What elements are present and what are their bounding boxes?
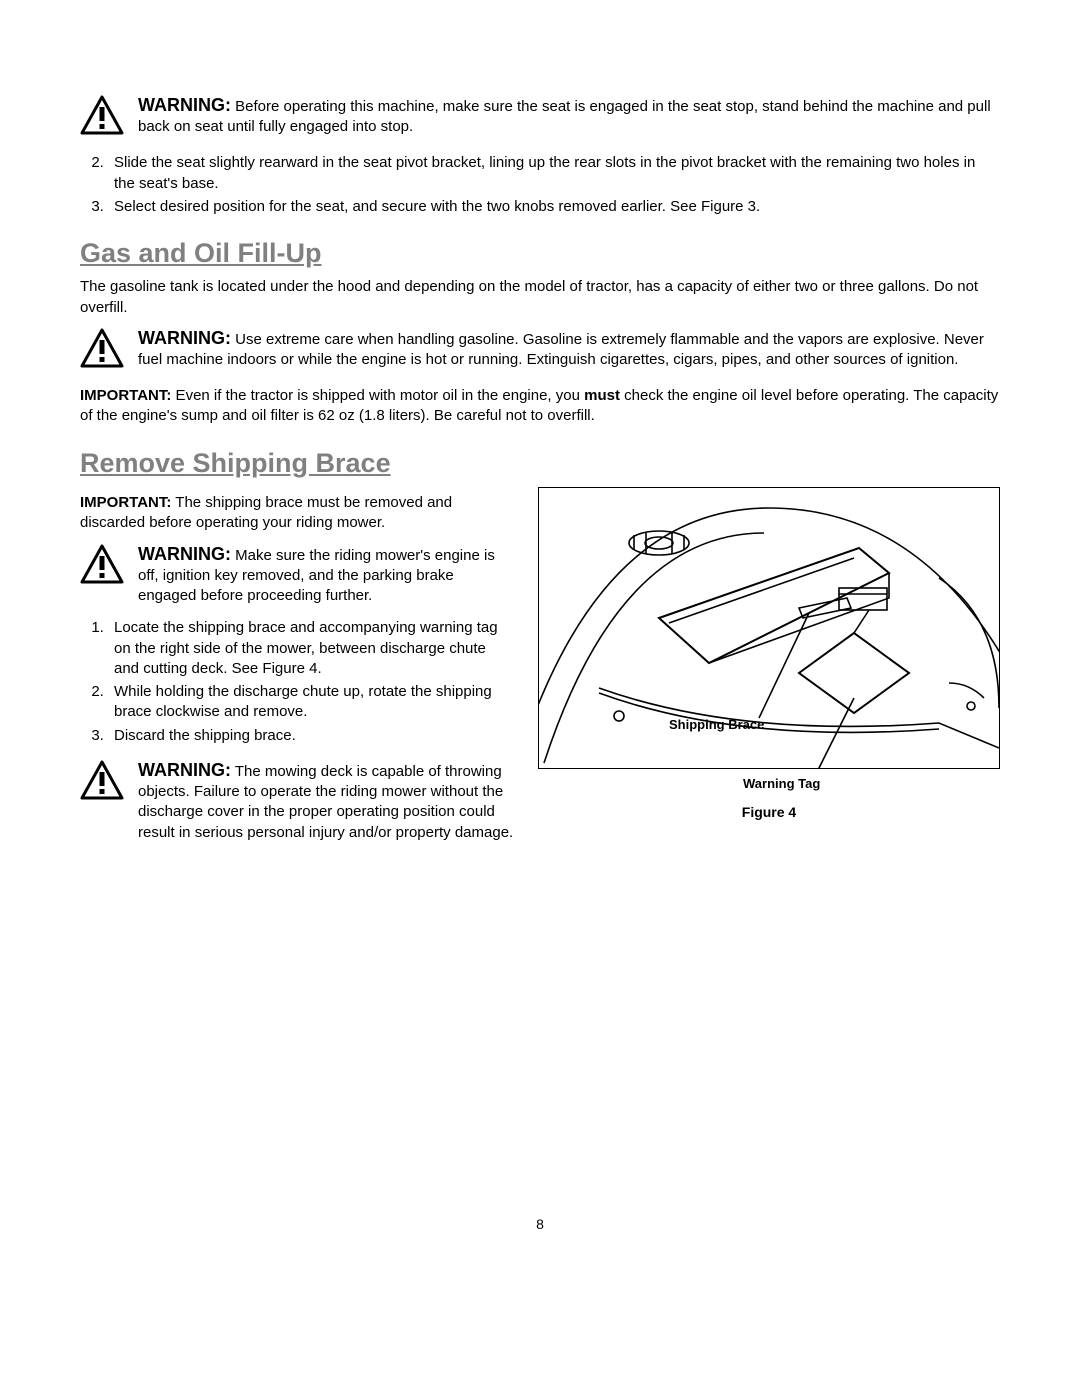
figure-caption: Figure 4 — [538, 803, 1000, 822]
warning-body: Use extreme care when handling gasoline.… — [138, 331, 984, 368]
warning-block-seat: WARNING: Before operating this machine, … — [80, 93, 1000, 141]
warning-block-brace-2: WARNING: The mowing deck is capable of t… — [80, 758, 514, 843]
important-text-a: Even if the tractor is shipped with moto… — [171, 387, 584, 404]
list-item: Locate the shipping brace and accompanyi… — [108, 618, 514, 679]
warning-label: WARNING: — [138, 544, 231, 564]
two-column-layout: IMPORTANT: The shipping brace must be re… — [80, 487, 1000, 855]
left-column: IMPORTANT: The shipping brace must be re… — [80, 487, 514, 855]
warning-label: WARNING: — [138, 760, 231, 780]
list-item: Slide the seat slightly rearward in the … — [108, 153, 1000, 194]
warning-text: WARNING: The mowing deck is capable of t… — [138, 758, 514, 843]
right-column: Shipping Brace Warning Tag Figure 4 — [538, 487, 1000, 822]
section-title-gas: Gas and Oil Fill-Up — [80, 235, 1000, 271]
gas-intro-paragraph: The gasoline tank is located under the h… — [80, 277, 1000, 318]
figure-label-warning-tag: Warning Tag — [743, 775, 820, 793]
warning-body: Before operating this machine, make sure… — [138, 98, 991, 135]
brace-steps-list: Locate the shipping brace and accompanyi… — [80, 618, 514, 746]
important-label: IMPORTANT: — [80, 494, 171, 511]
list-item: Discard the shipping brace. — [108, 726, 514, 746]
warning-text: WARNING: Make sure the riding mower's en… — [138, 542, 514, 607]
warning-icon — [80, 544, 124, 590]
warning-icon — [80, 328, 124, 374]
list-item: Select desired position for the seat, an… — [108, 197, 1000, 217]
warning-text: WARNING: Before operating this machine, … — [138, 93, 1000, 138]
warning-icon — [80, 760, 124, 806]
warning-block-gas: WARNING: Use extreme care when handling … — [80, 326, 1000, 374]
page-number: 8 — [80, 1215, 1000, 1234]
section-title-brace: Remove Shipping Brace — [80, 445, 1000, 481]
seat-steps-list: Slide the seat slightly rearward in the … — [80, 153, 1000, 217]
warning-label: WARNING: — [138, 95, 231, 115]
warning-block-brace-1: WARNING: Make sure the riding mower's en… — [80, 542, 514, 607]
warning-text: WARNING: Use extreme care when handling … — [138, 326, 1000, 371]
warning-label: WARNING: — [138, 328, 231, 348]
important-brace-paragraph: IMPORTANT: The shipping brace must be re… — [80, 493, 514, 534]
important-bold: must — [584, 387, 620, 404]
important-label: IMPORTANT: — [80, 387, 171, 404]
list-item: While holding the discharge chute up, ro… — [108, 682, 514, 723]
figure-4-illustration: Shipping Brace — [538, 487, 1000, 769]
figure-label-shipping-brace: Shipping Brace — [669, 716, 764, 734]
important-oil-paragraph: IMPORTANT: Even if the tractor is shippe… — [80, 386, 1000, 427]
warning-icon — [80, 95, 124, 141]
